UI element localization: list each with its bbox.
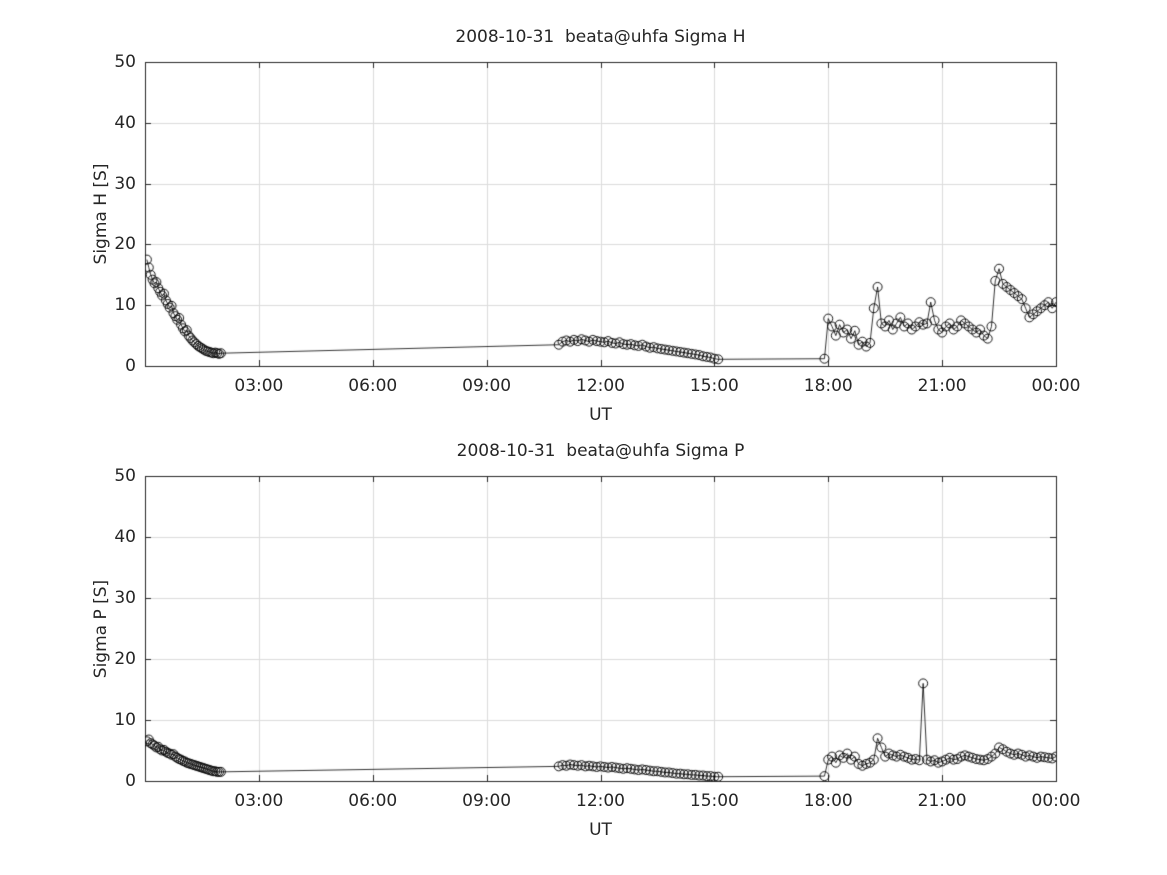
y-tick-label: 20 [114, 649, 136, 669]
y-tick-label: 0 [125, 771, 136, 791]
x-tick-label: 03:00 [234, 376, 284, 396]
x-axis-label-ut-bottom: UT [589, 820, 612, 840]
chart-title-sigma-p: 2008-10-31 beata@uhfa Sigma P [456, 441, 745, 461]
chart-title-sigma-h: 2008-10-31 beata@uhfa Sigma H [455, 27, 746, 47]
x-tick-label: 18:00 [803, 376, 853, 396]
x-tick-label: 06:00 [348, 376, 398, 396]
x-tick-label: 15:00 [689, 376, 739, 396]
y-tick-label: 40 [114, 112, 136, 133]
x-axis-label-ut-top: UT [589, 405, 612, 425]
y-tick-label: 10 [114, 295, 136, 316]
y-axis-label-sigma-h: Sigma H [S] [91, 163, 111, 265]
x-tick-label: 03:00 [234, 791, 284, 811]
x-tick-label: 09:00 [462, 376, 512, 396]
x-tick-label: 21:00 [917, 376, 967, 396]
x-tick-label: 00:00 [1031, 791, 1081, 811]
x-tick-label: 09:00 [462, 791, 512, 811]
y-tick-label: 0 [125, 356, 136, 376]
y-tick-label: 40 [114, 527, 136, 547]
x-tick-label: 21:00 [917, 791, 967, 811]
x-tick-label: 00:00 [1031, 376, 1081, 396]
y-tick-label: 30 [114, 173, 136, 194]
y-tick-label: 50 [114, 52, 136, 72]
y-tick-label: 30 [114, 588, 136, 608]
y-tick-label: 50 [114, 466, 136, 486]
x-tick-label: 12:00 [576, 376, 625, 396]
x-tick-label: 06:00 [348, 791, 398, 811]
x-tick-label: 12:00 [576, 791, 625, 811]
y-axis-label-sigma-p: Sigma P [S] [91, 579, 111, 679]
x-tick-label: 15:00 [689, 791, 739, 811]
x-tick-label: 18:00 [803, 791, 853, 811]
y-tick-label: 10 [114, 710, 136, 730]
y-tick-label: 20 [114, 234, 136, 255]
